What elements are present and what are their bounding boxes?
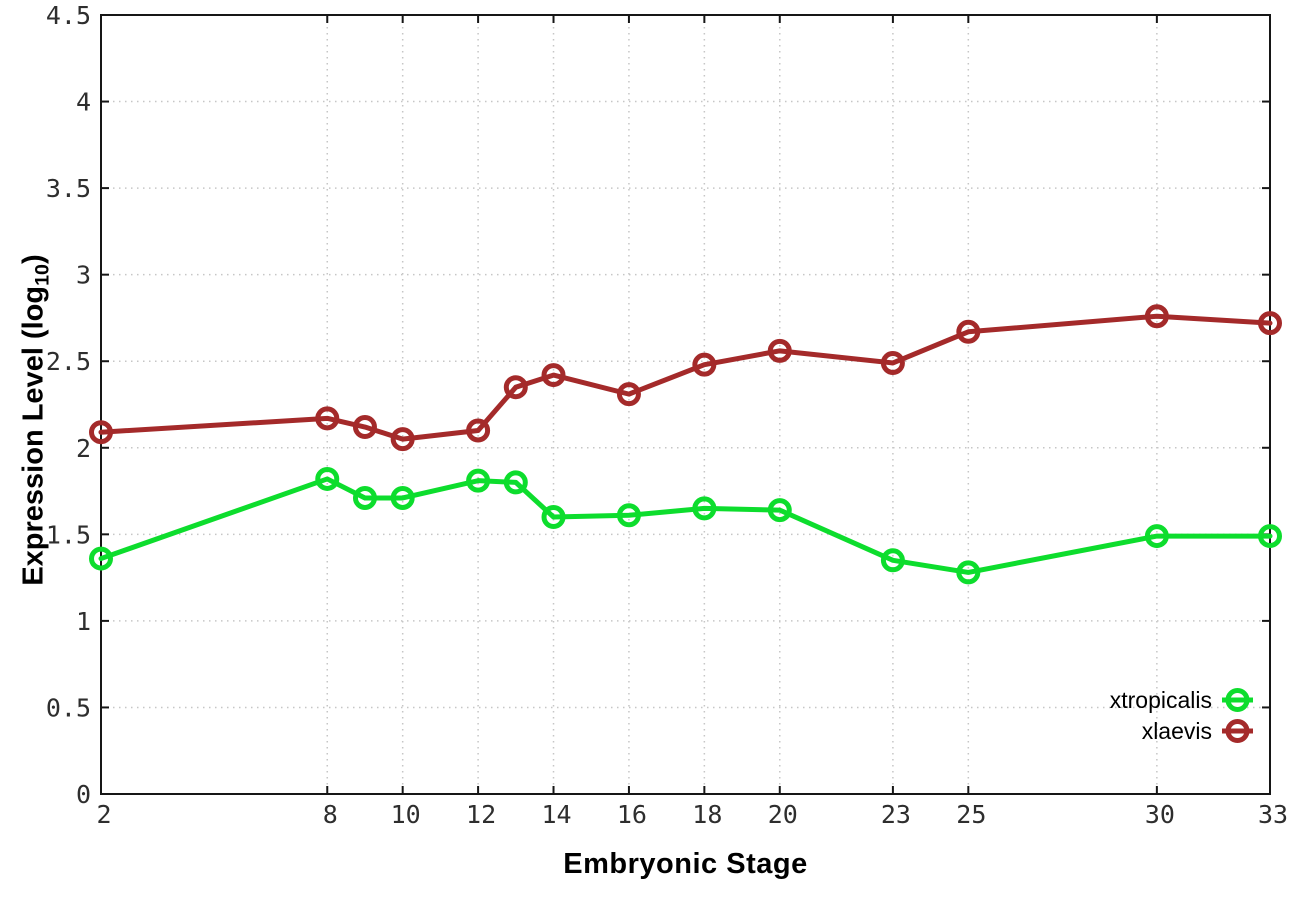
data-point-xtropicalis bbox=[390, 485, 415, 510]
data-point-xtropicalis bbox=[466, 468, 491, 493]
data-point-xlaevis bbox=[616, 382, 641, 407]
legend-sample-marker-xlaevis bbox=[1225, 719, 1250, 743]
data-point-xlaevis bbox=[541, 363, 566, 388]
data-point-xlaevis bbox=[89, 420, 113, 445]
y-axis-title-subscript: 10 bbox=[31, 263, 54, 286]
y-tick-label: 1.5 bbox=[46, 520, 91, 549]
data-point-xlaevis bbox=[767, 338, 792, 363]
data-point-xtropicalis bbox=[1258, 524, 1282, 549]
data-point-xlaevis bbox=[692, 352, 717, 377]
y-tick-label: 2.5 bbox=[46, 347, 91, 376]
data-point-xtropicalis bbox=[616, 503, 641, 528]
y-axis-title-close: ) bbox=[17, 254, 50, 264]
series-line-xlaevis bbox=[98, 313, 1273, 442]
x-tick-label: 30 bbox=[1145, 800, 1175, 829]
data-point-xlaevis bbox=[466, 418, 491, 443]
legend-label-xlaevis: xlaevis bbox=[1142, 718, 1212, 744]
data-point-xtropicalis bbox=[541, 505, 566, 530]
y-axis-title-main: Expression Level (log bbox=[17, 285, 50, 586]
x-tick-label: 18 bbox=[692, 800, 722, 829]
legend-label-xtropicalis: xtropicalis bbox=[1110, 687, 1212, 713]
y-tick-label: 3 bbox=[76, 261, 91, 290]
data-point-xtropicalis bbox=[352, 485, 377, 510]
x-tick-label: 14 bbox=[541, 800, 571, 829]
data-point-xlaevis bbox=[880, 350, 905, 375]
data-point-xtropicalis bbox=[956, 560, 981, 585]
x-tick-label: 20 bbox=[768, 800, 798, 829]
data-point-xtropicalis bbox=[880, 548, 905, 573]
x-tick-label: 23 bbox=[881, 800, 911, 829]
y-tick-label: 4.5 bbox=[46, 1, 91, 30]
x-tick-label: 33 bbox=[1258, 800, 1288, 829]
data-point-xtropicalis bbox=[89, 546, 113, 571]
x-tick-label: 8 bbox=[323, 800, 338, 829]
y-tick-label: 4 bbox=[76, 88, 91, 117]
x-tick-label: 16 bbox=[617, 800, 647, 829]
y-tick-label: 0.5 bbox=[46, 693, 91, 722]
x-tick-label: 25 bbox=[956, 800, 986, 829]
x-axis-title: Embryonic Stage bbox=[563, 848, 808, 880]
y-axis-title: Expression Level (log10) bbox=[18, 254, 55, 585]
data-point-xlaevis bbox=[1144, 304, 1169, 329]
plot-frame bbox=[100, 14, 1271, 795]
y-tick-label: 0 bbox=[76, 780, 91, 809]
y-tick-label: 2 bbox=[76, 434, 91, 463]
y-tick-label: 1 bbox=[76, 607, 91, 636]
x-tick-label: 10 bbox=[391, 800, 421, 829]
data-point-xlaevis bbox=[390, 427, 415, 452]
x-tick-label: 12 bbox=[466, 800, 496, 829]
legend-sample-marker-xtropicalis bbox=[1225, 688, 1250, 712]
data-point-xtropicalis bbox=[503, 470, 528, 495]
y-tick-label: 3.5 bbox=[46, 174, 91, 203]
series-line-xtropicalis bbox=[98, 476, 1273, 575]
data-point-xlaevis bbox=[1258, 311, 1282, 336]
data-point-xtropicalis bbox=[692, 496, 717, 521]
data-point-xlaevis bbox=[503, 375, 528, 400]
data-point-xlaevis bbox=[956, 319, 981, 344]
data-point-xlaevis bbox=[315, 406, 340, 431]
data-point-xtropicalis bbox=[1144, 524, 1169, 549]
data-point-xtropicalis bbox=[767, 498, 792, 523]
data-point-xtropicalis bbox=[315, 466, 340, 491]
data-point-xlaevis bbox=[352, 415, 377, 440]
x-tick-label: 2 bbox=[96, 800, 111, 829]
